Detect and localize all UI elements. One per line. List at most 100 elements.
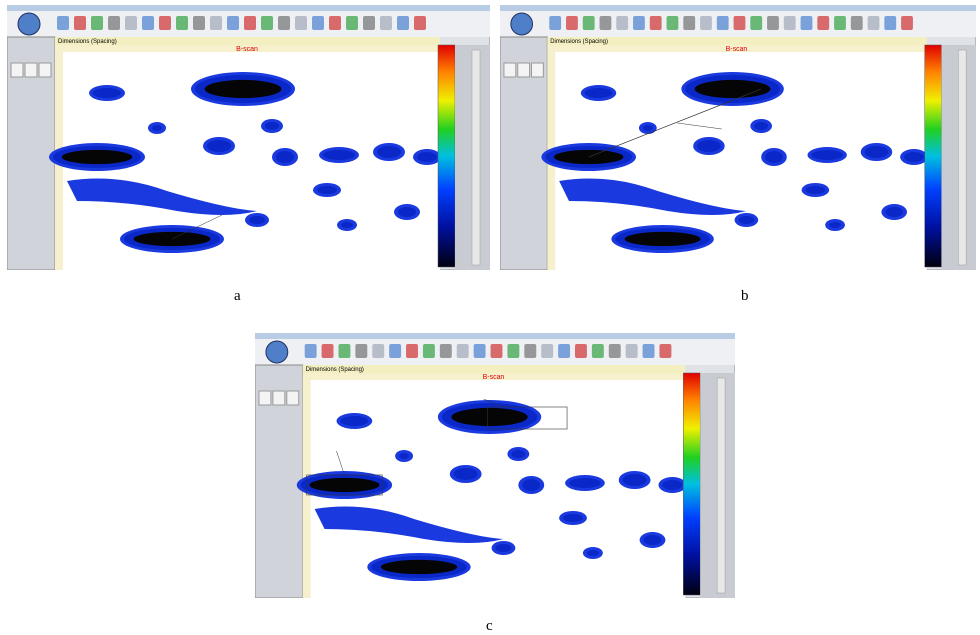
toolbar-icon	[566, 16, 578, 30]
echo	[885, 207, 903, 217]
toolbar-icon	[474, 344, 486, 358]
toolbar-icon	[423, 344, 435, 358]
toolbar-icon	[91, 16, 103, 30]
scrollbar	[472, 50, 480, 265]
title-bar	[255, 333, 735, 339]
toolbar-icon	[372, 344, 384, 358]
toolbar-icon	[329, 16, 341, 30]
echo	[417, 152, 437, 162]
left-button	[11, 63, 23, 77]
logo	[511, 13, 533, 35]
echo	[207, 140, 231, 152]
toolbar-icon	[74, 16, 86, 30]
echo	[152, 125, 162, 131]
toolbar-icon	[650, 16, 662, 30]
toolbar-icon	[558, 344, 570, 358]
toolbar-icon	[491, 344, 503, 358]
echo	[323, 150, 355, 160]
toolbar-icon	[868, 16, 880, 30]
toolbar-icon	[457, 344, 469, 358]
toolbar-icon	[176, 16, 188, 30]
header-text: Dimensions (Spacing)	[550, 39, 608, 45]
toolbar-icon	[363, 16, 375, 30]
toolbar-icon	[227, 16, 239, 30]
left-button	[287, 391, 299, 405]
toolbar-icon	[305, 344, 317, 358]
scrollbar	[958, 50, 966, 265]
toolbar-icon	[592, 344, 604, 358]
toolbar-icon	[616, 16, 628, 30]
left-button	[504, 63, 516, 77]
screenshot: Dimensions (Spacing) B-scan	[500, 5, 976, 270]
toolbar-icon	[414, 16, 426, 30]
echo	[644, 535, 662, 545]
toolbar-icon	[750, 16, 762, 30]
screenshot: Dimensions (Spacing) B-scan	[255, 333, 735, 598]
toolbar-icon	[193, 16, 205, 30]
echo	[754, 122, 768, 130]
toolbar-icon	[901, 16, 913, 30]
toolbar-icon	[108, 16, 120, 30]
left-button	[259, 391, 271, 405]
scan-title: B-scan	[236, 46, 258, 53]
toolbar-icon	[524, 344, 536, 358]
echo	[377, 146, 401, 158]
scan-title: B-scan	[726, 46, 748, 53]
toolbar-icon	[884, 16, 896, 30]
toolbar-icon	[600, 16, 612, 30]
echo	[865, 146, 889, 158]
logo	[18, 13, 40, 35]
echo	[643, 125, 653, 131]
toolbar-icon	[667, 16, 679, 30]
left-button	[39, 63, 51, 77]
toolbar-icon	[295, 16, 307, 30]
toolbar-icon	[643, 344, 655, 358]
echo	[765, 151, 783, 163]
toolbar-icon	[57, 16, 69, 30]
toolbar-icon	[817, 16, 829, 30]
echo	[563, 514, 583, 522]
panel-label: c	[486, 618, 493, 635]
title-bar	[500, 5, 976, 11]
panel-label: b	[741, 288, 749, 305]
left-button	[273, 391, 285, 405]
scan-title: B-scan	[483, 374, 505, 381]
screenshot: Dimensions (Spacing)B-scan	[7, 5, 490, 270]
echo	[569, 478, 601, 488]
toolbar-icon	[633, 16, 645, 30]
echo	[585, 88, 613, 98]
toolbar-icon	[851, 16, 863, 30]
toolbar-icon	[312, 16, 324, 30]
figure: Dimensions (Spacing) B-scan Dimensions (S…	[0, 0, 980, 635]
color-bar	[438, 45, 455, 267]
toolbar-icon	[834, 16, 846, 30]
toolbar-icon	[541, 344, 553, 358]
echo-core	[451, 408, 527, 426]
scrollbar	[717, 378, 725, 593]
echo	[495, 544, 511, 552]
echo	[662, 480, 682, 490]
panel-label: a	[234, 288, 241, 305]
echo-core	[381, 560, 457, 574]
echo	[399, 453, 409, 459]
echo	[811, 150, 843, 160]
toolbar-icon	[142, 16, 154, 30]
toolbar-icon	[346, 16, 358, 30]
echo	[904, 152, 924, 162]
toolbar-icon	[767, 16, 779, 30]
echo-core	[309, 478, 379, 492]
toolbar-icon	[278, 16, 290, 30]
header-text: Dimensions (Spacing)	[306, 367, 364, 373]
echo-core	[62, 150, 132, 164]
echo	[806, 186, 826, 194]
toolbar-icon	[659, 344, 671, 358]
color-bar	[925, 45, 942, 267]
toolbar-icon	[440, 344, 452, 358]
toolbar-icon	[338, 344, 350, 358]
left-button	[518, 63, 530, 77]
toolbar-icon	[609, 344, 621, 358]
echo	[522, 479, 540, 491]
echo	[317, 186, 337, 194]
toolbar-icon	[734, 16, 746, 30]
echo-core	[695, 80, 771, 98]
